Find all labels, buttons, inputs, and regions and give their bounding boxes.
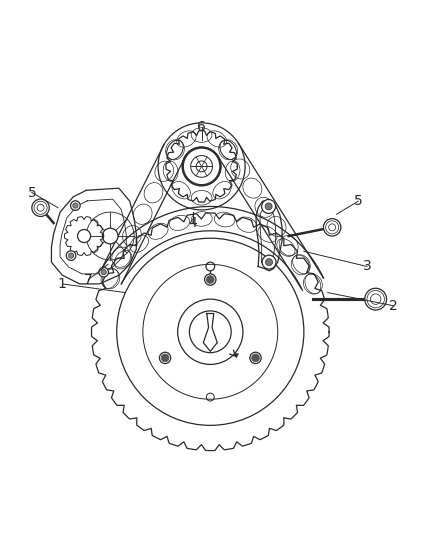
Circle shape	[102, 228, 118, 244]
Circle shape	[159, 352, 171, 364]
Circle shape	[99, 268, 109, 277]
Circle shape	[101, 270, 106, 275]
Circle shape	[32, 199, 49, 216]
Text: 5: 5	[354, 194, 363, 208]
Text: 4: 4	[188, 216, 197, 230]
Circle shape	[251, 354, 259, 362]
Circle shape	[323, 219, 341, 236]
Circle shape	[66, 251, 76, 261]
Text: 5: 5	[28, 185, 36, 199]
Circle shape	[78, 230, 91, 243]
Circle shape	[205, 274, 216, 285]
Circle shape	[68, 253, 74, 259]
Circle shape	[250, 352, 261, 364]
Circle shape	[265, 259, 272, 265]
Text: 6: 6	[197, 120, 206, 134]
Circle shape	[365, 288, 387, 310]
Text: 3: 3	[363, 260, 371, 273]
Text: 7: 7	[84, 272, 93, 287]
Circle shape	[73, 203, 78, 208]
Circle shape	[262, 255, 276, 269]
Circle shape	[261, 199, 276, 213]
Circle shape	[161, 354, 169, 362]
Polygon shape	[234, 353, 239, 358]
Circle shape	[71, 201, 80, 211]
Text: 1: 1	[58, 277, 67, 291]
Text: 2: 2	[389, 298, 397, 313]
Circle shape	[265, 203, 272, 210]
Circle shape	[206, 276, 214, 284]
